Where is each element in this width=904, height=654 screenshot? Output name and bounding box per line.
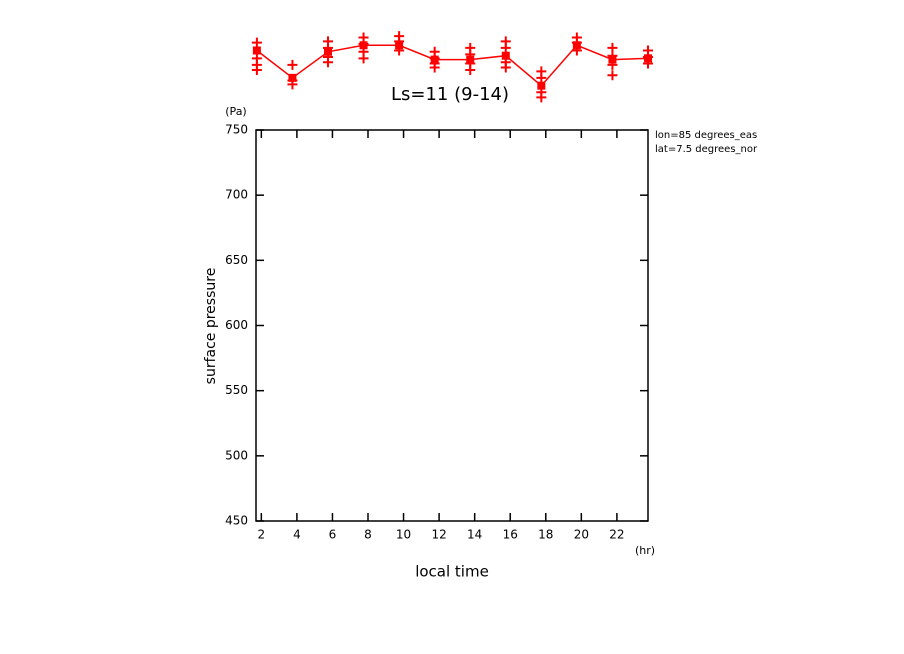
y-tick-label: 700 [225, 188, 248, 202]
point-marker [644, 54, 652, 63]
point-marker [324, 47, 332, 56]
x-tick-label: 4 [293, 528, 301, 542]
point-marker [501, 51, 510, 60]
x-unit: (hr) [635, 544, 655, 557]
point-marker [252, 46, 261, 55]
sample-marker [251, 65, 262, 76]
sample-marker [536, 72, 547, 83]
y-tick-label: 750 [225, 123, 248, 137]
y-tick-label: 450 [225, 514, 248, 528]
sample-marker [358, 53, 369, 64]
x-tick-label: 10 [396, 528, 411, 542]
y-unit: (Pa) [225, 105, 246, 118]
x-tick-label: 20 [574, 528, 589, 542]
annotation: lat=7.5 degrees_nor [655, 144, 758, 155]
sample-marker [500, 62, 511, 73]
sample-marker [323, 57, 333, 68]
x-axis-label: local time [415, 563, 489, 581]
x-tick-label: 8 [364, 528, 372, 542]
sample-marker [536, 92, 547, 103]
point-marker [537, 81, 546, 90]
x-tick-label: 16 [503, 528, 518, 542]
x-tick-label: 2 [258, 528, 266, 542]
point-marker [359, 41, 368, 50]
x-tick-label: 12 [431, 528, 446, 542]
x-tick-label: 22 [609, 528, 624, 542]
sample-marker [251, 37, 262, 48]
annotation: lon=85 degrees_eas [655, 130, 757, 141]
plot-frame [255, 129, 649, 522]
point-marker [430, 55, 439, 64]
x-tick-label: 18 [538, 528, 553, 542]
point-marker [608, 55, 617, 64]
y-tick-label: 600 [225, 318, 248, 332]
sample-marker [429, 62, 440, 73]
point-marker [288, 73, 297, 82]
y-tick-label: 550 [225, 383, 248, 397]
x-tick-label: 6 [329, 528, 337, 542]
chart-title: Ls=11 (9-14) [391, 84, 509, 105]
sample-marker [465, 65, 476, 76]
y-axis-label: surface pressure [203, 268, 219, 385]
point-marker [572, 41, 581, 50]
y-tick-label: 650 [225, 253, 248, 267]
point-marker [466, 55, 475, 64]
y-tick-label: 500 [225, 448, 248, 462]
sample-marker [607, 70, 618, 81]
series-line [256, 44, 649, 87]
point-marker [395, 41, 404, 50]
x-tick-label: 14 [467, 528, 482, 542]
sample-marker [500, 42, 511, 53]
sample-marker [287, 59, 298, 70]
